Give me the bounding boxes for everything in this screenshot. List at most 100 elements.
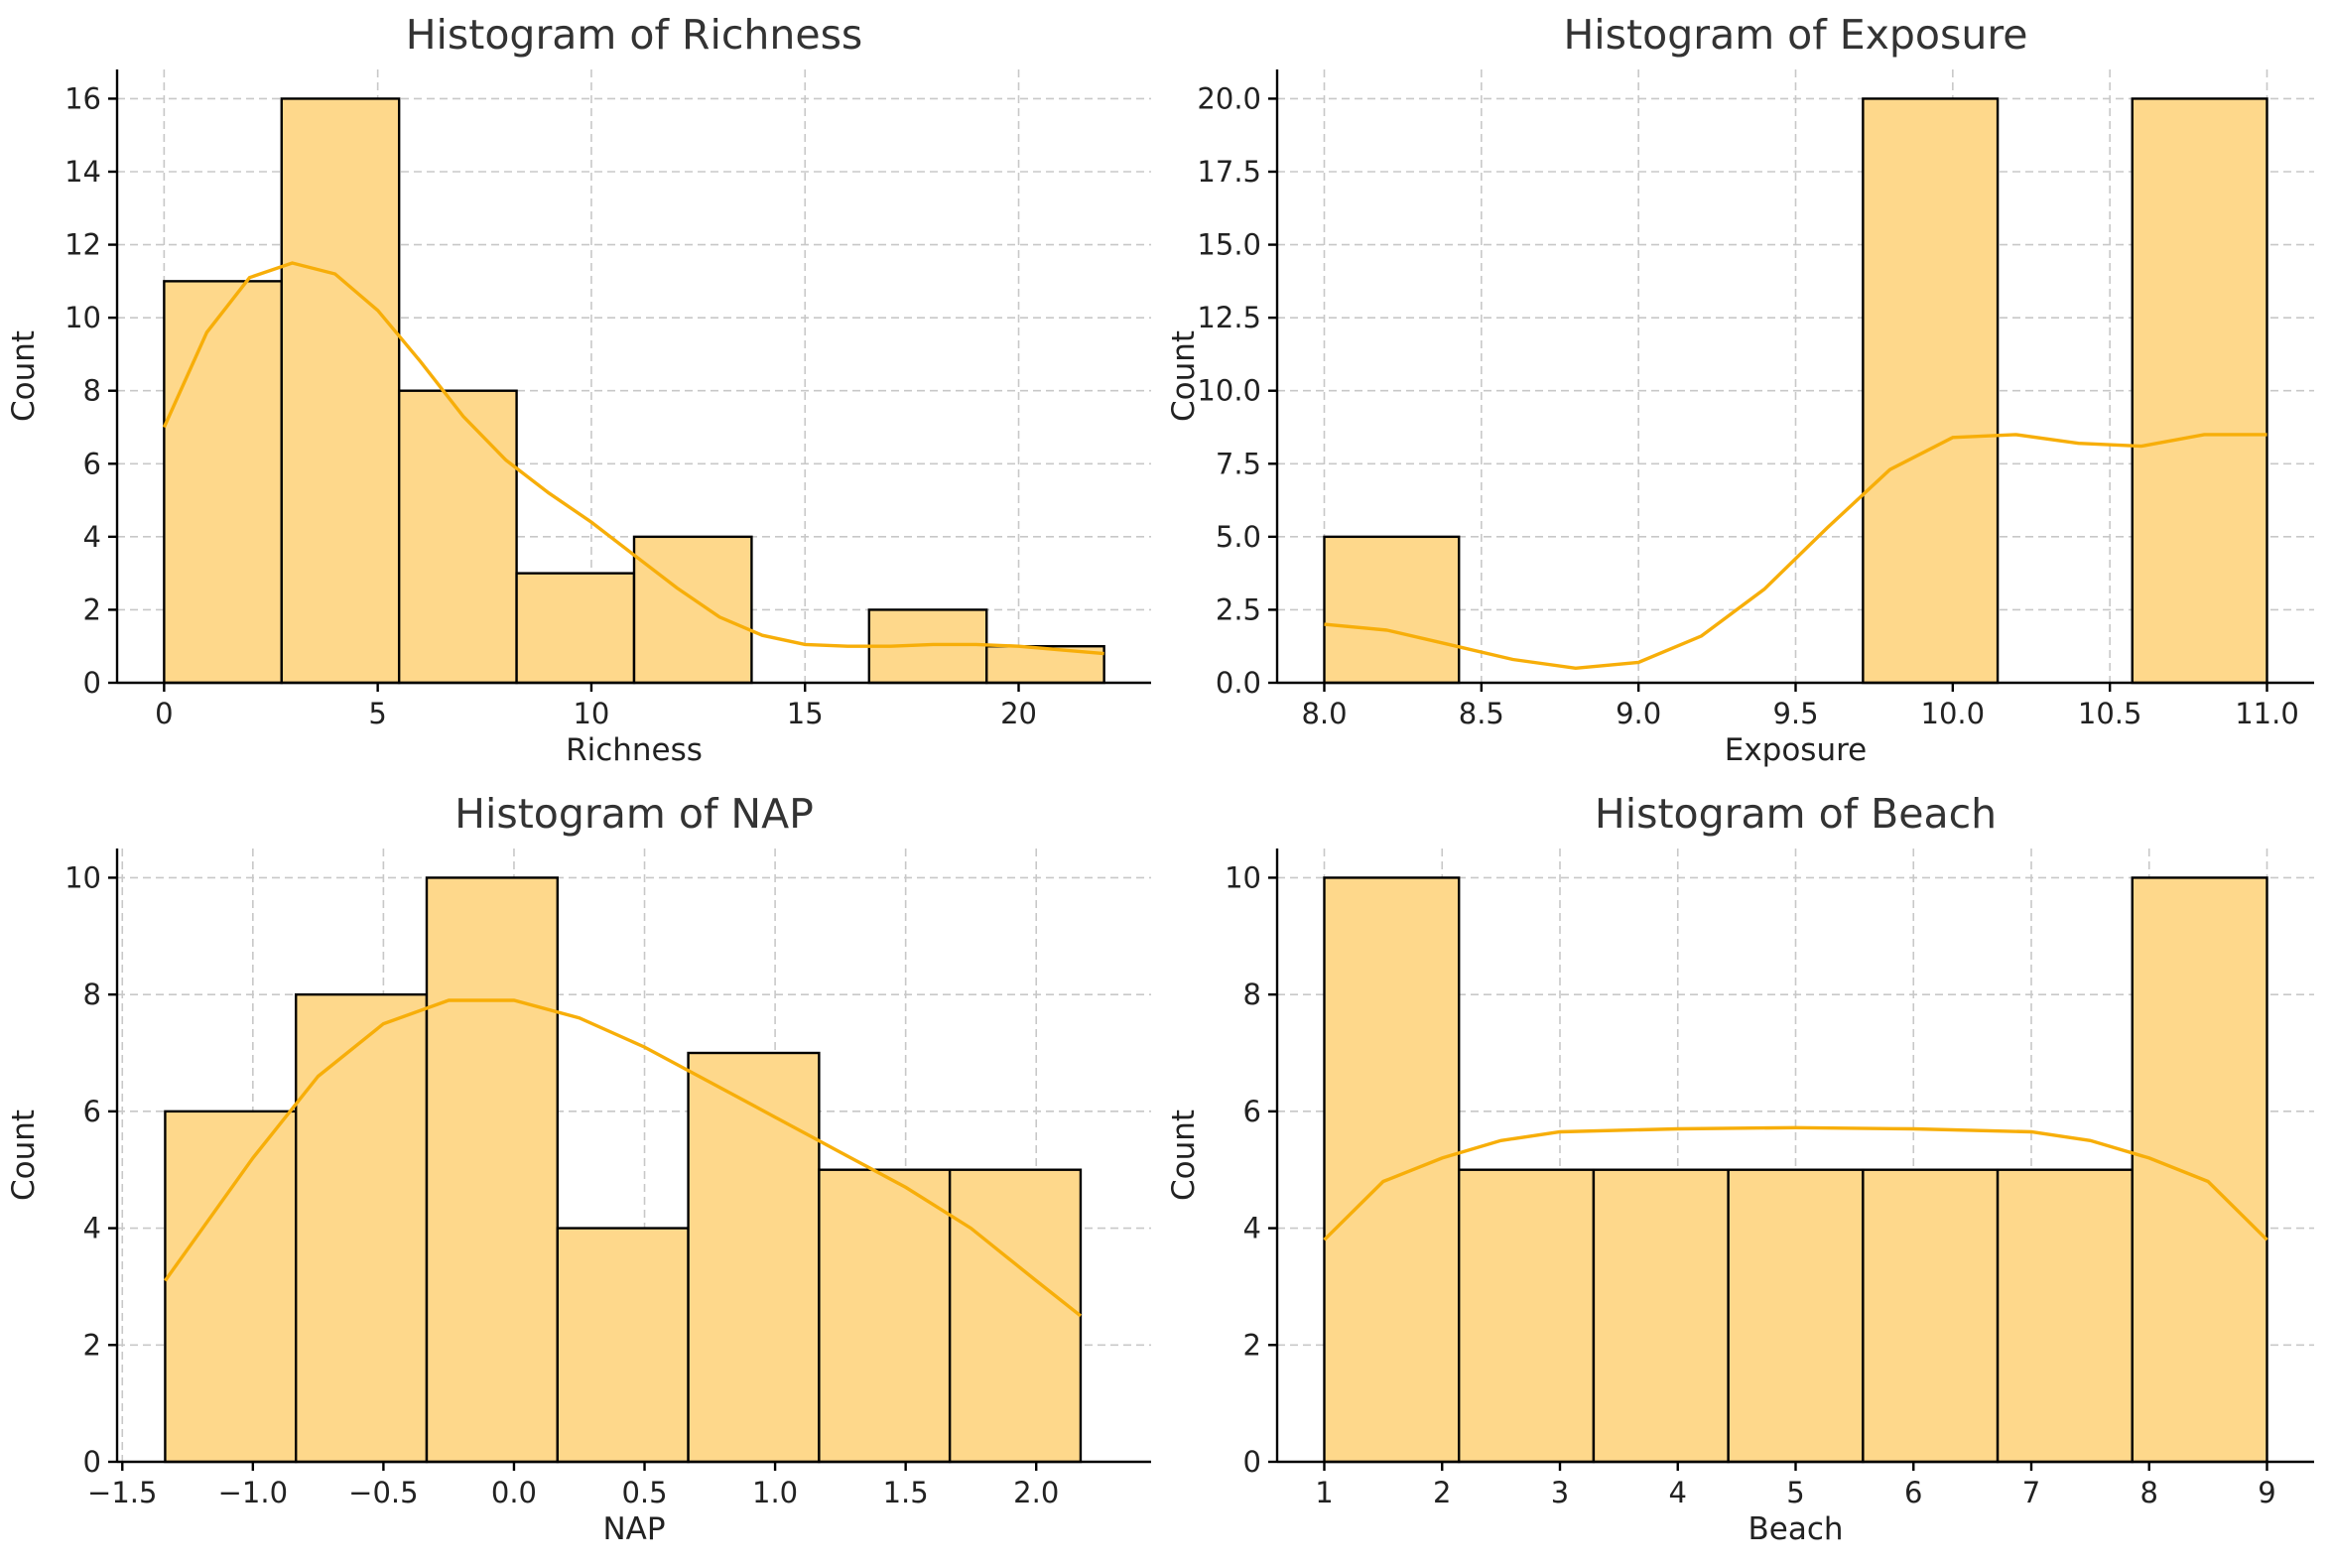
x-tick-label: −0.5 — [348, 1476, 418, 1509]
chart-panel-1: 0 5 10 15 20 0 2 4 6 8 10 12 14 16 Histogram of Richne… — [6, 11, 1151, 768]
chart-title: Histogram of Exposure — [1563, 11, 2027, 59]
y-tick-label: 14 — [65, 155, 101, 189]
y-tick-label: 0 — [83, 666, 101, 700]
x-tick-label: 11.0 — [2235, 697, 2299, 730]
histogram-bar — [397, 389, 518, 685]
chart-title: Histogram of Beach — [1595, 790, 1997, 838]
x-tick-label: 6 — [1904, 1476, 1922, 1509]
y-tick-label: 5.0 — [1216, 520, 1261, 554]
x-axis-label: NAP — [602, 1511, 665, 1547]
histogram-bar — [280, 97, 401, 685]
histogram-bar — [295, 992, 429, 1464]
histogram-bar — [2131, 97, 2268, 685]
x-axis-label: Exposure — [1725, 732, 1868, 768]
x-tick-label: 10.0 — [1921, 697, 1986, 730]
y-tick-label: 0.0 — [1216, 666, 1261, 700]
y-tick-label: 10 — [65, 860, 101, 894]
y-tick-label: 12 — [65, 228, 101, 262]
y-tick-label: 6 — [1243, 1095, 1261, 1128]
x-tick-label: 1 — [1315, 1476, 1333, 1509]
y-axis-label: Count — [6, 330, 42, 422]
chart-title: Histogram of NAP — [454, 790, 814, 838]
x-tick-label: 2 — [1433, 1476, 1451, 1509]
y-tick-label: 7.5 — [1216, 447, 1261, 480]
y-tick-label: 10.0 — [1197, 374, 1261, 408]
y-tick-label: 4 — [1243, 1212, 1261, 1245]
y-tick-label: 6 — [83, 1095, 101, 1128]
x-tick-label: 1.0 — [752, 1476, 798, 1509]
y-tick-label: 12.5 — [1197, 301, 1261, 334]
histogram-bar — [632, 535, 753, 685]
x-tick-label: 8 — [2140, 1476, 2158, 1509]
x-tick-label: 4 — [1669, 1476, 1687, 1509]
y-tick-label: 0 — [1243, 1445, 1261, 1479]
histogram-bar — [1323, 535, 1461, 685]
x-tick-label: 0 — [155, 697, 173, 730]
histogram-bar — [1458, 1168, 1596, 1464]
chart-panel-4: 1 2 3 4 5 6 7 8 9 0 2 4 6 8 10 Histogram of Beach Beach C… — [1166, 790, 2314, 1547]
x-tick-label: 1.5 — [883, 1476, 929, 1509]
y-axis-label: Count — [6, 1110, 42, 1201]
chart-title: Histogram of Richness — [406, 11, 863, 59]
y-tick-label: 4 — [83, 520, 101, 554]
chart-panel-3: −1.5 −1.0 −0.5 0.0 0.5 1.0 1.5 2.0 0 2 4 6 8 10 Histog… — [6, 790, 1151, 1547]
x-tick-label: 9.0 — [1616, 697, 1661, 730]
y-tick-label: 15.0 — [1197, 228, 1261, 262]
histogram-bar — [163, 280, 283, 685]
y-tick-label: 2 — [83, 592, 101, 626]
kde-curve — [1323, 1125, 2268, 1241]
y-tick-label: 6 — [83, 447, 101, 480]
x-tick-label: 10.5 — [2078, 697, 2142, 730]
y-tick-label: 2 — [83, 1328, 101, 1362]
x-tick-label: 0.0 — [491, 1476, 537, 1509]
y-tick-label: 10 — [65, 301, 101, 334]
x-tick-label: −1.0 — [218, 1476, 288, 1509]
x-tick-label: 15 — [787, 697, 824, 730]
kde-curve — [164, 998, 1083, 1318]
y-tick-label: 2.5 — [1216, 592, 1261, 626]
histogram-bar — [556, 1227, 690, 1464]
histogram-bar — [687, 1051, 821, 1464]
y-axis-label: Count — [1166, 1110, 1202, 1201]
y-tick-label: 10 — [1225, 860, 1261, 894]
histogram-bar — [818, 1168, 952, 1464]
x-axis-label: Richness — [566, 732, 703, 768]
y-tick-label: 17.5 — [1197, 155, 1261, 189]
x-tick-label: 8.5 — [1459, 697, 1504, 730]
x-tick-label: 9.5 — [1772, 697, 1818, 730]
histogram-bar — [948, 1168, 1083, 1464]
x-tick-label: 5 — [1786, 1476, 1804, 1509]
y-axis-label: Count — [1166, 330, 1202, 422]
kde-curve — [162, 261, 1104, 656]
x-tick-label: 7 — [2022, 1476, 2040, 1509]
y-tick-label: 8 — [1243, 978, 1261, 1011]
histogram-bar — [1862, 97, 2000, 685]
histogram-bar — [1727, 1168, 1865, 1464]
histogram-bar — [1323, 876, 1461, 1464]
x-axis-label: Beach — [1748, 1511, 1843, 1547]
chart-panel-2: 8.0 8.5 9.0 9.5 10.0 10.5 11.0 0.0 2.5 5.0 7.5 10.0… — [1166, 11, 2314, 768]
x-tick-label: 8.0 — [1301, 697, 1347, 730]
histogram-bar — [164, 1110, 298, 1464]
x-tick-label: 20 — [1000, 697, 1037, 730]
x-tick-label: 3 — [1551, 1476, 1569, 1509]
histogram-bar — [1996, 1168, 2134, 1464]
histogram-bar — [1862, 1168, 2000, 1464]
y-tick-label: 16 — [65, 81, 101, 115]
x-tick-label: 2.0 — [1013, 1476, 1059, 1509]
y-tick-label: 2 — [1243, 1328, 1261, 1362]
histogram-bar — [515, 572, 636, 685]
kde-curve — [1324, 433, 2267, 671]
x-tick-label: 0.5 — [621, 1476, 667, 1509]
y-tick-label: 8 — [83, 978, 101, 1011]
x-tick-label: 5 — [368, 697, 386, 730]
y-tick-label: 4 — [83, 1212, 101, 1245]
histogram-bar — [425, 876, 559, 1464]
x-tick-label: 9 — [2258, 1476, 2275, 1509]
y-tick-label: 20.0 — [1197, 81, 1261, 115]
y-tick-label: 0 — [83, 1445, 101, 1479]
histogram-bar — [2131, 876, 2268, 1464]
y-tick-label: 8 — [83, 374, 101, 408]
x-tick-label: −1.5 — [87, 1476, 157, 1509]
